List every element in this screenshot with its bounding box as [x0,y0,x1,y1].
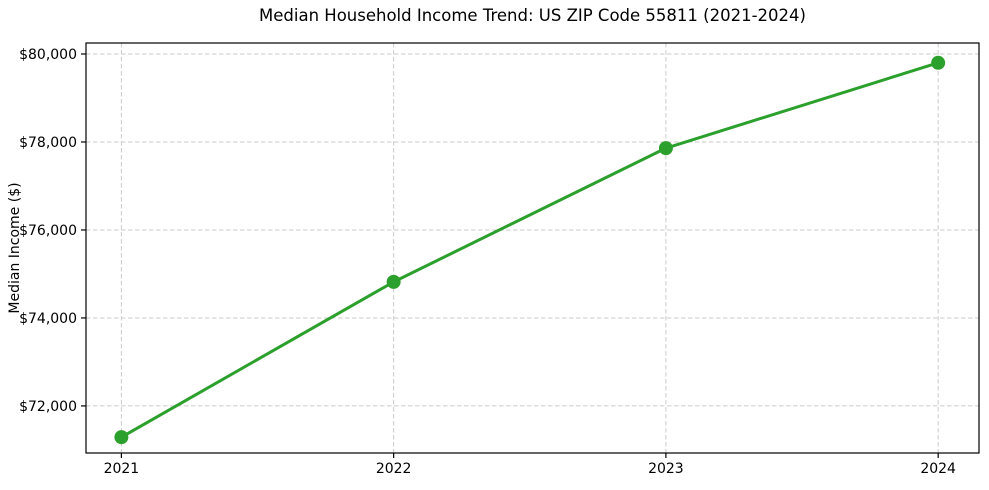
x-tick-label: 2024 [920,461,956,477]
data-point [114,430,129,445]
data-point [386,274,401,289]
data-point [931,55,946,70]
plot-border [85,42,980,454]
y-tick-label: $76,000 [19,223,77,239]
y-tick-label: $72,000 [19,399,77,415]
x-tick-label: 2023 [648,461,684,477]
y-tick-label: $74,000 [19,311,77,327]
chart-title: Median Household Income Trend: US ZIP Co… [259,6,806,25]
trend-line [119,61,940,439]
y-tick-label: $78,000 [19,135,77,151]
x-tick-label: 2021 [104,461,140,477]
y-tick-label: $80,000 [19,47,77,63]
data-point [658,141,673,156]
x-tick-label: 2022 [376,461,412,477]
